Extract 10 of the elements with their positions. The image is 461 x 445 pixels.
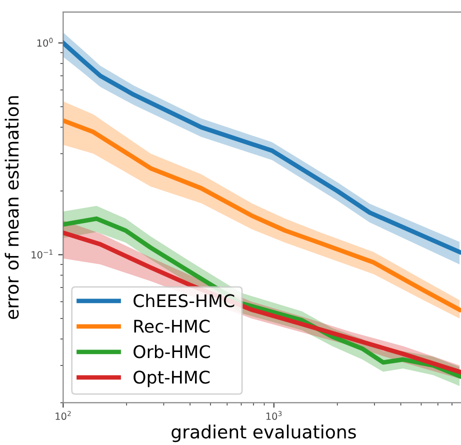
legend-label: Rec-HMC — [134, 320, 210, 333]
x-axis-title: gradient evaluations — [172, 424, 356, 442]
legend-label: ChEES-HMC — [134, 294, 234, 308]
x-tick-label: 10$^{3}$ — [266, 410, 282, 420]
y-tick-label: 10$^{0}$ — [37, 38, 53, 47]
legend-label: Opt-HMC — [134, 370, 210, 388]
y-axis-title: error of mean estimation — [4, 96, 19, 320]
x-tick-label: 10$^{2}$ — [56, 410, 71, 420]
legend-label: Orb-HMC — [134, 344, 210, 358]
y-tick-label: 10$^{−1}$ — [32, 250, 52, 258]
